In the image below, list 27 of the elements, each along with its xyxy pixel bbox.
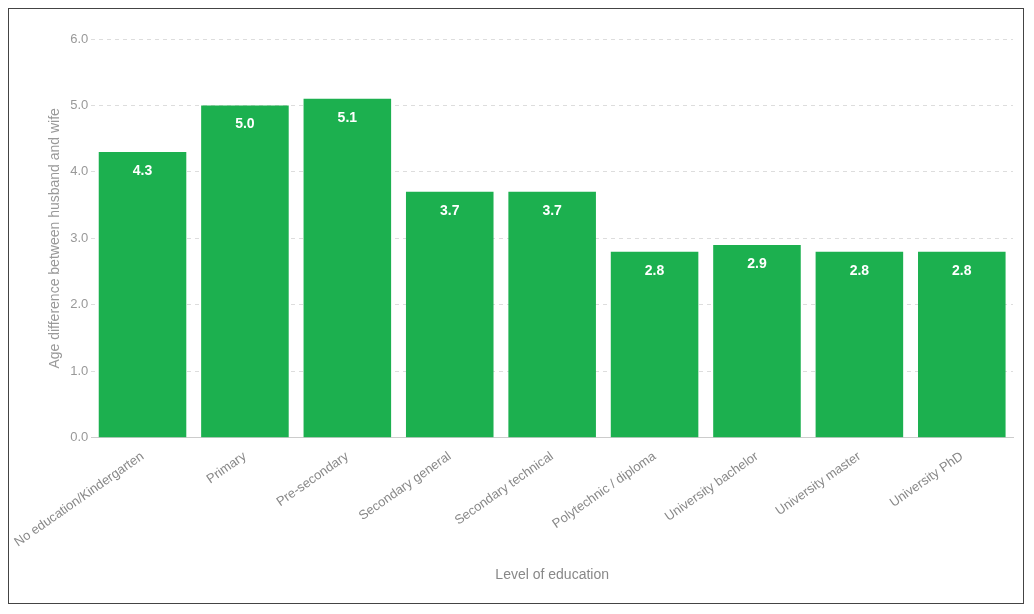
data-label: 2.8 (952, 261, 972, 278)
bar (610, 251, 699, 438)
y-tick-label: 5.0 (70, 97, 89, 113)
y-tick-label: 0.0 (70, 429, 89, 445)
x-axis-title: Level of education (495, 566, 609, 583)
data-label: 2.9 (747, 254, 767, 271)
bar (405, 191, 494, 438)
data-label: 3.7 (440, 201, 460, 218)
bar (815, 251, 904, 438)
data-label: 2.8 (849, 261, 870, 278)
data-label: 5.0 (235, 115, 255, 132)
data-label: 2.8 (644, 261, 665, 278)
data-label: 3.7 (542, 201, 563, 218)
bar (303, 98, 392, 438)
y-tick-label: 4.0 (70, 163, 89, 179)
bar (713, 245, 801, 438)
bar (98, 151, 187, 438)
bar (508, 191, 596, 438)
y-tick-label: 2.0 (70, 296, 89, 312)
y-tick-label: 6.0 (70, 30, 89, 46)
data-label: 5.1 (337, 108, 358, 125)
data-label: 4.3 (132, 161, 153, 178)
bar (918, 251, 1006, 438)
y-axis-title: Age difference between husband and wife (45, 107, 62, 369)
y-tick-label: 1.0 (70, 362, 89, 378)
bar (201, 105, 289, 438)
y-tick-label: 3.0 (70, 229, 89, 245)
